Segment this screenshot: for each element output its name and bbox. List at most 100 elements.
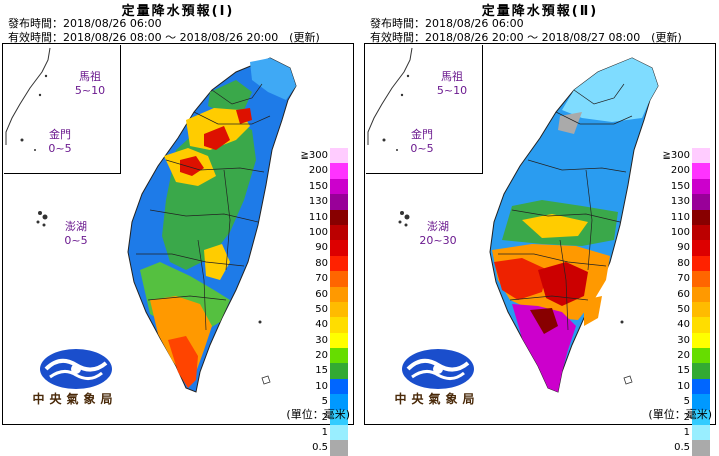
legend-row: ≧300 bbox=[658, 148, 714, 164]
legend-row: 80 bbox=[296, 255, 352, 272]
legend-label: 130 bbox=[670, 196, 690, 208]
kinmen-label: 金門 0~5 bbox=[410, 128, 434, 155]
qpf-panel-1: 定量降水預報(Ⅰ) 發布時間：2018/08/26 06:00 有效時間：201… bbox=[0, 0, 356, 456]
legend-label: 90 bbox=[315, 242, 328, 254]
legend-swatch bbox=[330, 255, 348, 272]
kinmen-label: 金門 0~5 bbox=[48, 128, 72, 155]
cwb-logo-icon bbox=[402, 349, 474, 389]
panel-title: 定量降水預報(Ⅱ) bbox=[481, 4, 599, 19]
legend-row: 110 bbox=[296, 209, 352, 225]
legend-label: ≧300 bbox=[662, 150, 690, 161]
legend-swatch bbox=[692, 286, 710, 302]
legend-row: 20 bbox=[296, 348, 352, 364]
legend-swatch bbox=[692, 425, 710, 441]
legend-swatch bbox=[692, 363, 710, 379]
legend-row: 10 bbox=[296, 378, 352, 395]
legend-label: 10 bbox=[677, 380, 690, 392]
legend-swatch bbox=[330, 240, 348, 256]
legend-swatch bbox=[330, 301, 348, 318]
offshore-inset bbox=[4, 45, 121, 174]
legend-swatch bbox=[692, 301, 710, 318]
legend-swatch bbox=[330, 348, 348, 364]
legend-swatch bbox=[330, 178, 348, 195]
legend-swatch bbox=[330, 378, 348, 395]
legend-row: 80 bbox=[658, 255, 714, 272]
issue-time: 發布時間：2018/08/26 06:00 bbox=[8, 17, 162, 30]
legend-label: 30 bbox=[315, 334, 328, 346]
legend-row: 90 bbox=[658, 240, 714, 256]
legend-swatch bbox=[330, 332, 348, 349]
legend-row: 15 bbox=[296, 363, 352, 379]
legend-row: ≧300 bbox=[296, 148, 352, 164]
legend-swatch bbox=[692, 240, 710, 256]
legend-label: 130 bbox=[308, 196, 328, 208]
legend-label: 150 bbox=[308, 180, 328, 192]
legend-swatch bbox=[330, 409, 348, 426]
rainfall-legend: ≧300 200 150 130 110 100 90 80 70 60 50 40 30 20 15 10 5… bbox=[658, 148, 714, 456]
legend-label: 1 bbox=[683, 427, 690, 439]
legend-swatch bbox=[330, 224, 348, 241]
legend-unit: (單位：毫米) bbox=[648, 408, 712, 421]
legend-swatch bbox=[692, 178, 710, 195]
legend-label: 40 bbox=[315, 319, 328, 331]
legend-row: 20 bbox=[658, 348, 714, 364]
legend-label: 110 bbox=[308, 211, 328, 223]
legend-label: 110 bbox=[670, 211, 690, 223]
legend-label: 30 bbox=[677, 334, 690, 346]
legend-row: 40 bbox=[296, 317, 352, 333]
valid-time: 有效時間：2018/08/26 08:00 ～ 2018/08/26 20:00… bbox=[8, 31, 320, 44]
legend-label: 200 bbox=[308, 165, 328, 177]
legend-row: 15 bbox=[658, 363, 714, 379]
agency-name: 中央氣象局 bbox=[32, 392, 118, 406]
legend-swatch bbox=[692, 255, 710, 272]
legend-swatch bbox=[692, 394, 710, 410]
qpf-panel-2: 定量降水預報(Ⅱ) 發布時間：2018/08/26 06:00 有效時間：201… bbox=[362, 0, 718, 456]
legend-row: 110 bbox=[658, 209, 714, 225]
agency-name: 中央氣象局 bbox=[394, 392, 480, 406]
legend-label: 2 bbox=[683, 411, 690, 423]
legend-label: 5 bbox=[321, 396, 328, 408]
legend-row: 10 bbox=[658, 378, 714, 395]
legend-label: ≧300 bbox=[300, 150, 328, 161]
matsu-label: 馬祖 5~10 bbox=[74, 70, 106, 97]
legend-row: 200 bbox=[658, 163, 714, 179]
legend-swatch bbox=[330, 394, 348, 410]
legend-label: 15 bbox=[315, 365, 328, 377]
legend-label: 60 bbox=[315, 288, 328, 300]
legend-row: 2 bbox=[658, 409, 714, 426]
legend-row: 200 bbox=[296, 163, 352, 179]
legend-row: 90 bbox=[296, 240, 352, 256]
issue-time: 發布時間：2018/08/26 06:00 bbox=[370, 17, 524, 30]
legend-label: 10 bbox=[315, 380, 328, 392]
legend-row: 40 bbox=[658, 317, 714, 333]
legend-row: 100 bbox=[296, 224, 352, 241]
panel-title: 定量降水預報(Ⅰ) bbox=[121, 4, 235, 19]
penghu-label: 澎湖 0~5 bbox=[64, 220, 88, 247]
taiwan-rainfall-map bbox=[367, 47, 659, 393]
legend-row: 70 bbox=[658, 271, 714, 287]
legend-unit: (單位：毫米) bbox=[286, 408, 350, 421]
legend-label: 20 bbox=[315, 350, 328, 362]
matsu-label: 馬祖 5~10 bbox=[436, 70, 468, 97]
legend-swatch bbox=[692, 409, 710, 426]
legend-row: 0.5 bbox=[296, 440, 352, 456]
legend-swatch bbox=[692, 148, 710, 164]
legend-row: 50 bbox=[296, 301, 352, 318]
legend-row: 30 bbox=[658, 332, 714, 349]
legend-row: 130 bbox=[296, 194, 352, 210]
legend-row: 150 bbox=[296, 178, 352, 195]
legend-swatch bbox=[330, 271, 348, 287]
legend-row: 60 bbox=[296, 286, 352, 302]
legend-label: 100 bbox=[670, 226, 690, 238]
legend-row: 1 bbox=[296, 425, 352, 441]
legend-label: 60 bbox=[677, 288, 690, 300]
legend-swatch bbox=[330, 363, 348, 379]
legend-label: 80 bbox=[677, 257, 690, 269]
legend-swatch bbox=[330, 286, 348, 302]
legend-swatch bbox=[692, 348, 710, 364]
legend-swatch bbox=[692, 224, 710, 241]
legend-label: 40 bbox=[677, 319, 690, 331]
legend-label: 70 bbox=[315, 273, 328, 285]
legend-label: 200 bbox=[670, 165, 690, 177]
legend-row: 150 bbox=[658, 178, 714, 195]
